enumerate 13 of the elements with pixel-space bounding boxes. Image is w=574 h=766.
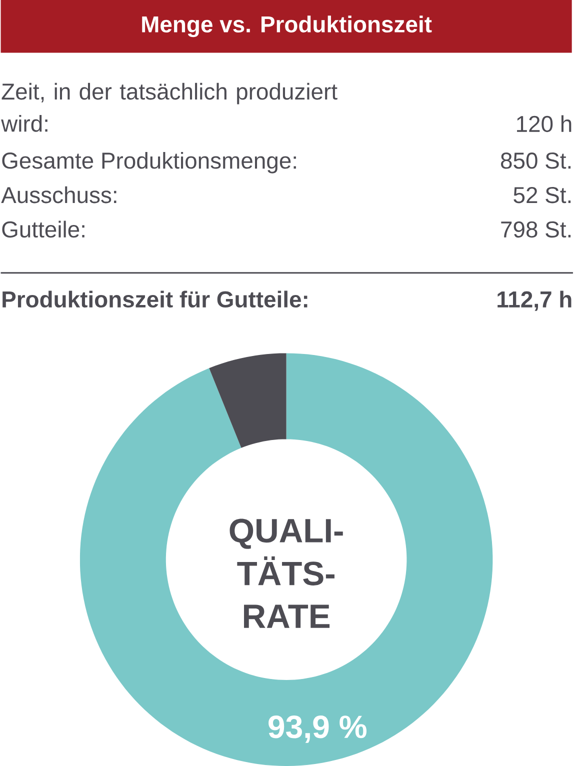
text: QUALI-TÄTS-RATE <box>230 518 344 628</box>
text: 112,7 h <box>498 290 572 311</box>
text: 798 St. <box>501 221 571 238</box>
text: 850 St. <box>501 152 571 169</box>
chart-title: Menge vs. Produktionszeit <box>142 16 432 38</box>
text: 52 St. <box>514 186 571 204</box>
text: Zeit, in der tatsächlich produziert wird: <box>1 82 338 132</box>
text: Gutteile: <box>2 220 84 238</box>
text: 120 h <box>517 115 572 132</box>
text: Ausschuss: <box>1 186 116 204</box>
text: Gesamte Produktionsmenge: <box>2 152 296 174</box>
text: Produktionszeit für Gutteile: <box>2 290 308 308</box>
data-label: 93,9 % <box>268 715 367 743</box>
